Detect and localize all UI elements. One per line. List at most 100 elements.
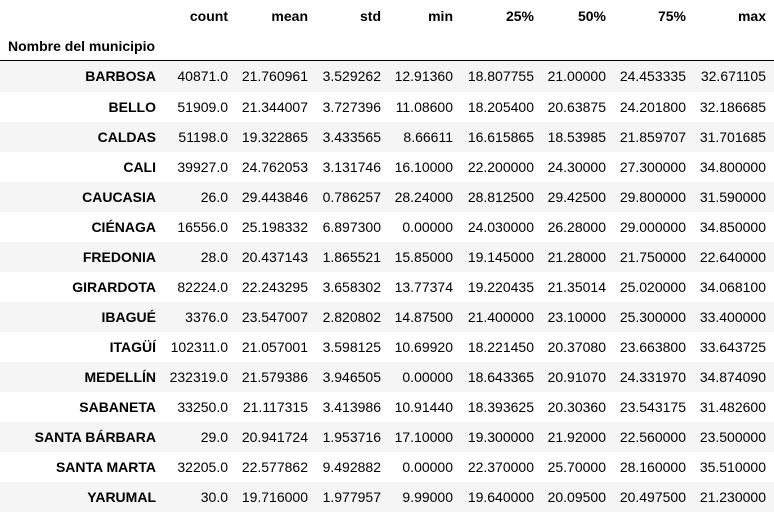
table-cell: 19.145000 <box>467 248 534 265</box>
table-cell: 22.577862 <box>241 458 308 475</box>
table-cell: 28.160000 <box>619 458 686 475</box>
table-row: IBAGUÉ 3376.0 23.547007 2.820802 14.87500 21.… <box>0 301 774 332</box>
row-label: BELLO <box>108 98 156 115</box>
table-cell: 23.543175 <box>619 398 686 415</box>
row-label: CIÉNAGA <box>91 218 156 235</box>
table-row: BELLO 51909.0 21.344007 3.727396 11.08600 18.… <box>0 91 774 122</box>
table-cell: 51198.0 <box>178 128 228 145</box>
table-cell: 28.24000 <box>394 188 453 205</box>
column-header: min <box>428 8 453 24</box>
table-cell: 24.30000 <box>547 158 606 175</box>
table-cell: 9.99000 <box>402 488 453 505</box>
table-cell: 21.35014 <box>547 278 606 295</box>
table-cell: 6.897300 <box>322 218 381 235</box>
row-label: CALI <box>123 158 156 175</box>
table-cell: 23.663800 <box>619 338 686 355</box>
table-cell: 21.057001 <box>241 338 308 355</box>
table-cell: 24.762053 <box>241 158 308 175</box>
column-header: 25% <box>505 8 534 24</box>
table-cell: 25.020000 <box>619 278 686 295</box>
table-cell: 21.230000 <box>699 488 766 505</box>
table-body: BARBOSA 40871.0 21.760961 3.529262 12.91360 1… <box>0 60 774 512</box>
table-cell: 34.800000 <box>699 158 766 175</box>
table-cell: 20.941724 <box>241 428 308 445</box>
row-label: SANTA MARTA <box>55 458 156 475</box>
table-row: CALDAS 51198.0 19.322865 3.433565 8.66611 16.… <box>0 121 774 152</box>
table-cell: 10.91440 <box>394 398 453 415</box>
table-cell: 20.63875 <box>547 98 606 115</box>
table-cell: 19.220435 <box>467 278 534 295</box>
table-cell: 33.400000 <box>699 308 766 325</box>
table-cell: 23.500000 <box>699 428 766 445</box>
table-cell: 13.77374 <box>394 278 453 295</box>
table-cell: 29.0 <box>200 428 228 445</box>
table-cell: 20.497500 <box>619 488 686 505</box>
row-label: ITAGÜÍ <box>109 338 156 355</box>
row-label: BARBOSA <box>85 68 156 85</box>
table-cell: 17.10000 <box>394 428 453 445</box>
table-cell: 24.201800 <box>619 98 686 115</box>
table-cell: 22.560000 <box>619 428 686 445</box>
table-cell: 21.00000 <box>547 68 606 85</box>
table-cell: 31.701685 <box>699 128 766 145</box>
corner-cell <box>0 0 164 32</box>
table-row: BARBOSA 40871.0 21.760961 3.529262 12.91360 1… <box>0 60 774 92</box>
table-cell: 32.186685 <box>699 98 766 115</box>
index-name: Nombre del municipio <box>0 32 164 61</box>
table-cell: 21.400000 <box>467 308 534 325</box>
column-header: std <box>360 8 381 24</box>
table-cell: 18.53985 <box>547 128 606 145</box>
table-cell: 29.000000 <box>619 218 686 235</box>
table-cell: 19.300000 <box>467 428 534 445</box>
table-cell: 20.37080 <box>547 338 606 355</box>
table-cell: 3.727396 <box>322 98 381 115</box>
table-cell: 18.807755 <box>467 68 534 85</box>
table-cell: 3.131746 <box>322 158 381 175</box>
table-cell: 2.820802 <box>322 308 381 325</box>
table-cell: 51909.0 <box>177 98 228 115</box>
column-header: 50% <box>577 8 606 24</box>
table-cell: 19.716000 <box>241 488 308 505</box>
table-cell: 102311.0 <box>170 338 228 355</box>
table-cell: 21.92000 <box>547 428 606 445</box>
table-cell: 21.28000 <box>547 248 606 265</box>
table-cell: 18.205400 <box>467 98 534 115</box>
table-cell: 21.344007 <box>241 98 308 115</box>
table-cell: 0.00000 <box>402 368 453 385</box>
table-cell: 21.579386 <box>241 368 308 385</box>
table-cell: 33.643725 <box>699 338 766 355</box>
index-header-filler <box>164 32 774 61</box>
table-cell: 14.87500 <box>394 308 453 325</box>
table-cell: 39927.0 <box>177 158 228 175</box>
table-cell: 25.300000 <box>619 308 686 325</box>
table-cell: 232319.0 <box>169 368 228 385</box>
table-cell: 18.221450 <box>467 338 534 355</box>
table-cell: 26.28000 <box>547 218 606 235</box>
column-header-row: count mean std min 25% 50% 75% max <box>0 0 774 32</box>
table-cell: 8.66611 <box>403 128 453 145</box>
row-label: CAUCASIA <box>82 188 156 205</box>
table-cell: 20.09500 <box>547 488 606 505</box>
table-cell: 32.671105 <box>700 68 766 85</box>
table-row: SANTA BÁRBARA 29.0 20.941724 1.953716 17.100… <box>0 421 774 452</box>
table-cell: 16556.0 <box>177 218 228 235</box>
table-cell: 19.322865 <box>241 128 308 145</box>
row-label: CALDAS <box>97 128 156 145</box>
table-cell: 9.492882 <box>322 458 381 475</box>
table-cell: 28.812500 <box>467 188 534 205</box>
column-header: max <box>737 8 766 24</box>
table-cell: 25.198332 <box>241 218 308 235</box>
table-row: FREDONIA 28.0 20.437143 1.865521 15.85000 19.… <box>0 241 774 272</box>
table-row: CIÉNAGA 16556.0 25.198332 6.897300 0.00000 24… <box>0 211 774 242</box>
row-label: YARUMAL <box>87 488 156 505</box>
table-cell: 21.750000 <box>619 248 686 265</box>
table-cell: 3.598125 <box>322 338 381 355</box>
column-header: mean <box>271 8 308 24</box>
table-cell: 27.300000 <box>619 158 686 175</box>
table-cell: 22.370000 <box>467 458 534 475</box>
table-cell: 31.590000 <box>699 188 766 205</box>
table-cell: 15.85000 <box>394 248 453 265</box>
table-cell: 18.393625 <box>467 398 534 415</box>
table-cell: 12.91360 <box>394 68 453 85</box>
row-label: SANTA BÁRBARA <box>34 428 156 445</box>
